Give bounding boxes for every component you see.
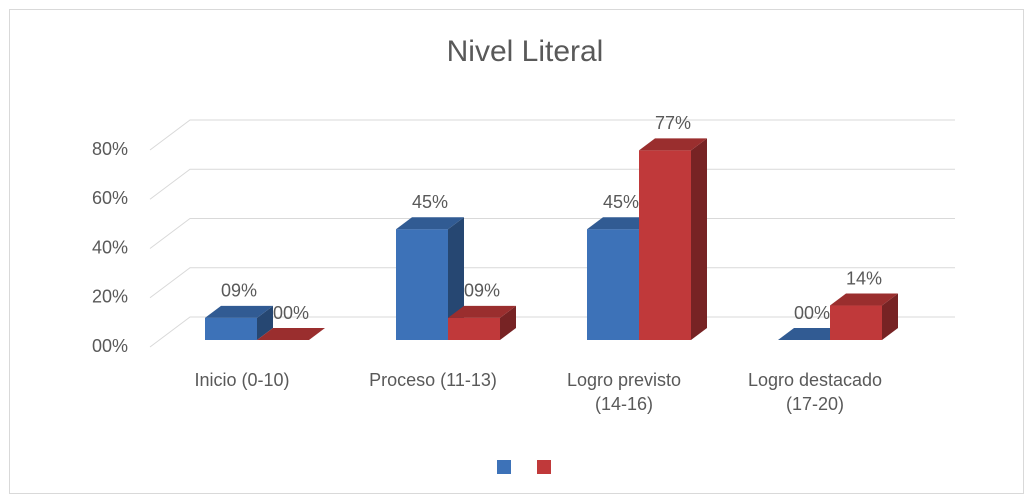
chart-frame [9,9,1024,494]
y-tick-label: 60% [92,188,128,208]
bar [639,138,707,340]
grid-line [149,119,955,151]
bar-side [691,138,707,340]
bar [778,328,846,340]
data-label: 14% [846,268,882,288]
bar-front [205,317,257,340]
legend-swatch [497,460,511,474]
x-tick-label: Inicio (0-10) [194,370,290,390]
bar [257,328,325,340]
bar-side [257,305,273,340]
bar-side [882,293,898,340]
bar [830,293,898,340]
y-tick-label: 40% [92,237,128,257]
data-label: 09% [464,281,500,301]
y-tick-label: 20% [92,287,128,307]
bar-side [500,305,516,340]
data-label: 45% [603,192,639,212]
bar-top [205,305,273,318]
bar-top [587,217,655,230]
data-label: 77% [655,113,691,133]
data-label: 00% [273,303,309,323]
data-label: 09% [221,281,257,301]
bar-front [639,150,691,340]
bar [205,305,273,340]
bar-front [448,317,500,340]
bar-top [396,217,464,230]
legend-swatch [537,460,551,474]
y-tick-label: 80% [92,139,128,159]
x-tick-label: Logro destacado (17-20) [747,370,883,414]
bar-top [778,328,846,340]
bar-front [587,229,639,340]
data-label: 45% [412,192,448,212]
bar-front [396,229,448,340]
bar-front [830,305,882,340]
bar-top [448,305,516,318]
bar [448,305,516,340]
chart-title: Nivel Literal [447,35,604,68]
data-label: 00% [794,303,830,323]
x-tick-label: Proceso (11-13) [369,370,497,390]
bar-top [830,293,898,306]
x-tick-label: Logro previsto (14-16) [566,370,682,414]
bar-top [257,328,325,340]
y-tick-label: 00% [92,336,128,356]
bar-top [639,138,707,151]
